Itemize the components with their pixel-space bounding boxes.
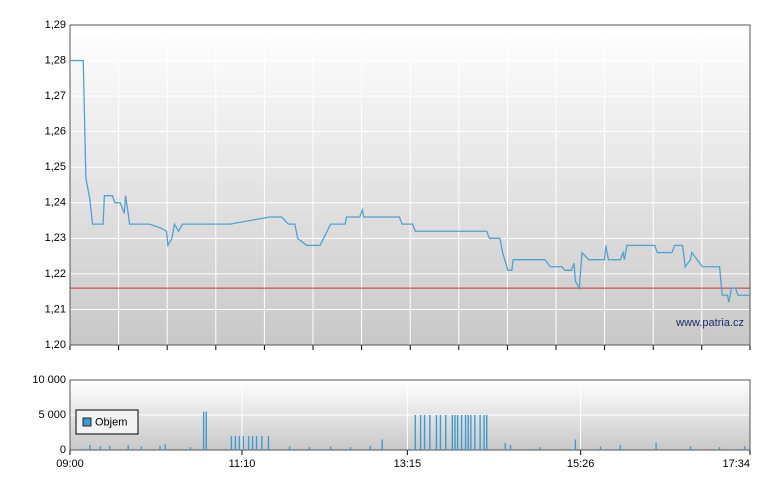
legend-swatch — [82, 417, 92, 427]
volume-bar — [242, 436, 245, 450]
volume-bar — [451, 415, 454, 450]
volume-bar — [238, 436, 241, 450]
volume-bar — [599, 446, 602, 450]
volume-bar — [619, 445, 622, 450]
volume-bar — [140, 446, 143, 450]
volume-bar — [454, 415, 456, 450]
volume-bar — [108, 445, 111, 450]
y-tick-label: 1,28 — [45, 54, 66, 66]
y-tick-label: 1,26 — [45, 126, 66, 138]
y-tick-label: 1,29 — [45, 19, 66, 31]
volume-bar — [329, 446, 332, 450]
x-tick-label: 15:26 — [567, 458, 595, 470]
plot-frame — [69, 24, 751, 346]
y-tick-label: 1,22 — [45, 268, 66, 280]
volume-bar — [689, 446, 692, 450]
volume-bar — [423, 415, 426, 450]
volume-bar — [202, 411, 205, 450]
volume-bar — [467, 415, 469, 450]
volume-bar — [445, 415, 447, 450]
volume-bar — [247, 436, 250, 450]
volume-bar — [127, 445, 129, 450]
y-tick-label: 5 000 — [38, 409, 66, 421]
x-tick-label: 09:00 — [56, 458, 84, 470]
volume-bar — [89, 445, 91, 450]
volume-bar — [261, 436, 263, 450]
y-tick-label: 1,27 — [45, 90, 66, 102]
legend-label: Objem — [95, 416, 127, 428]
source: www.patria.cz — [675, 317, 744, 329]
volume-bar — [464, 415, 467, 450]
price-line — [70, 59, 750, 303]
x-tick-label: 13:15 — [394, 458, 422, 470]
plot-frame — [69, 379, 751, 451]
y-tick-label: 10 000 — [32, 374, 66, 386]
x-tick-label: 17:34 — [722, 458, 750, 470]
volume-bar — [439, 415, 442, 450]
volume-bar — [159, 445, 161, 450]
volume-bar — [718, 447, 721, 450]
volume-bar — [460, 415, 463, 450]
volume-bar — [574, 439, 577, 450]
volume-bar — [369, 445, 372, 450]
volume-bar — [504, 443, 506, 450]
volume-bar — [483, 415, 485, 450]
volume-bar — [414, 415, 416, 450]
x-tick-label: 11:10 — [229, 458, 256, 470]
volume-bar — [429, 415, 431, 450]
y-tick-label: 1,25 — [45, 161, 66, 173]
volume-bar — [419, 415, 422, 450]
volume-bar — [251, 436, 254, 450]
volume-bar — [474, 415, 476, 450]
volume-bar — [230, 436, 233, 450]
volume-bar — [538, 447, 541, 450]
volume-bar — [655, 443, 657, 450]
volume-bar — [435, 415, 438, 450]
volume-bar — [479, 415, 481, 450]
volume-bar — [99, 446, 102, 450]
y-tick-label: 0 — [60, 444, 66, 456]
volume-bar — [381, 439, 383, 450]
y-tick-label: 1,21 — [45, 303, 66, 315]
volume-bar — [744, 446, 746, 450]
volume-bar — [308, 447, 311, 450]
volume-bar — [267, 436, 270, 450]
volume-bar — [189, 447, 192, 450]
volume-bar — [164, 444, 166, 450]
volume-bar — [509, 445, 512, 450]
volume-bar — [456, 415, 459, 450]
y-tick-label: 1,20 — [45, 339, 66, 351]
volume-bar — [349, 447, 352, 450]
y-tick-label: 1,23 — [45, 232, 66, 244]
y-tick-label: 1,24 — [45, 197, 66, 209]
volume-bar — [205, 411, 207, 450]
volume-bar — [470, 415, 472, 450]
volume-bar — [486, 415, 488, 450]
volume-bar — [288, 446, 291, 450]
volume-bar — [234, 436, 237, 450]
volume-bar — [255, 436, 258, 450]
